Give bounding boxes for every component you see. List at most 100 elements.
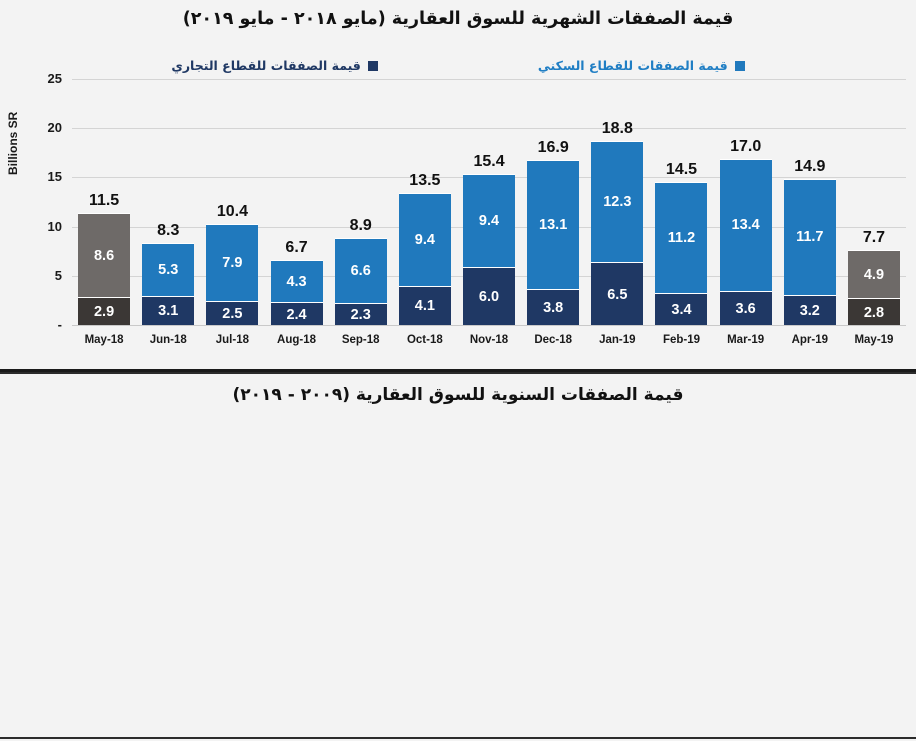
bar-slot[interactable]: 2.3 6.6 8.9	[329, 80, 393, 326]
bar-segment-commercial[interactable]: 2.8	[847, 298, 900, 326]
bar-segment-commercial[interactable]: 3.8	[527, 288, 580, 326]
legend-label-residential: قيمة الصفقات للقطاع السكني	[537, 58, 728, 73]
x-axis-tick-label: Sep-18	[341, 334, 380, 346]
x-axis-tick-label: May-19	[854, 334, 894, 346]
bar-segment-residential[interactable]: 8.6	[78, 212, 131, 298]
x-axis-tick-label: May-18	[84, 334, 124, 346]
bar-total-label: 8.3	[157, 222, 180, 240]
y-axis-tick-label: 15	[47, 169, 62, 185]
bar-segment-commercial[interactable]: 6.5	[591, 262, 644, 326]
bar-segment-residential[interactable]: 6.6	[334, 238, 387, 304]
monthly-chart-panel: قيمة الصفقات الشهرية للسوق العقارية (ماي…	[0, 0, 916, 372]
monthly-plot-area: 2.9 8.6 11.5 3.1 5.3 8.3 2.5 7.9 10.4 2.4 4.3 6.7 2.…	[72, 79, 906, 326]
stacked-bar[interactable]: 2.3 6.6	[334, 238, 387, 326]
x-axis-tick-label: Feb-19	[662, 334, 701, 346]
gridline	[72, 128, 906, 130]
bar-segment-commercial[interactable]: 2.5	[206, 301, 259, 326]
bar-segment-commercial[interactable]: 3.4	[655, 292, 708, 326]
bar-segment-residential[interactable]: 4.9	[847, 250, 900, 299]
bar-segment-residential[interactable]: 9.4	[398, 193, 451, 286]
bar-segment-residential[interactable]: 11.2	[655, 182, 708, 293]
bar-segment-residential[interactable]: 13.4	[719, 158, 772, 291]
stacked-bar[interactable]: 2.4 4.3	[270, 260, 323, 326]
stacked-bar[interactable]: 2.8 4.9	[847, 250, 900, 326]
bar-total-label: 10.4	[216, 202, 248, 220]
monthly-y-axis-title: Billions SR	[6, 111, 20, 175]
bar-slot[interactable]: 3.2 11.7 14.9	[778, 80, 842, 326]
stacked-bar[interactable]: 3.4 11.2	[655, 182, 708, 326]
bar-slot[interactable]: 4.1 9.4 13.5	[393, 80, 457, 326]
legend-item-commercial[interactable]: قيمة الصفقات للقطاع التجاري	[171, 58, 378, 73]
bar-segment-residential[interactable]: 11.7	[783, 179, 836, 295]
bar-total-label: 6.7	[285, 239, 308, 257]
x-axis-tick-label: Nov-18	[469, 334, 509, 346]
x-axis-tick-label: Mar-19	[727, 334, 765, 346]
x-axis-tick-label: Dec-18	[534, 334, 573, 346]
y-axis-tick-label: 10	[47, 218, 62, 234]
bar-slot[interactable]: 3.6 13.4 17.0	[714, 80, 778, 326]
bar-segment-residential[interactable]: 7.9	[206, 223, 259, 302]
bar-total-label: 15.4	[473, 153, 505, 171]
x-axis-tick-label: Aug-18	[277, 334, 317, 346]
annual-chart-panel: قيمة الصفقات السنوية للسوق العقارية (٢٠٠…	[0, 372, 916, 741]
bar-segment-residential[interactable]: 4.3	[270, 260, 323, 303]
legend-label-commercial: قيمة الصفقات للقطاع التجاري	[171, 58, 361, 73]
bar-segment-residential[interactable]: 13.1	[527, 159, 580, 289]
bar-slot[interactable]: 6.5 12.3 18.8	[585, 80, 649, 326]
bar-slot[interactable]: 2.8 4.9 7.7	[842, 80, 906, 326]
bar-segment-commercial[interactable]: 4.1	[398, 285, 451, 326]
bar-segment-residential[interactable]: 12.3	[591, 141, 644, 263]
bar-segment-residential[interactable]: 9.4	[463, 174, 516, 267]
bar-segment-commercial[interactable]: 2.9	[78, 297, 131, 326]
y-axis-tick-label: 25	[47, 71, 62, 86]
stacked-bar[interactable]: 2.9 8.6	[78, 212, 131, 326]
bar-slot[interactable]: 2.5 7.9 10.4	[200, 80, 264, 326]
stacked-bar[interactable]: 6.5 12.3	[591, 141, 644, 326]
x-axis-tick-label: Apr-19	[791, 334, 829, 346]
bar-segment-commercial[interactable]: 3.2	[783, 294, 836, 326]
monthly-chart-title: قيمة الصفقات الشهرية للسوق العقارية (ماي…	[182, 9, 734, 29]
stacked-bar[interactable]: 3.2 11.7	[783, 179, 836, 326]
legend-swatch-commercial-icon	[367, 60, 378, 71]
bar-total-label: 16.9	[537, 138, 569, 156]
bar-slot[interactable]: 3.4 11.2 14.5	[649, 80, 713, 326]
legend-swatch-residential-icon	[734, 60, 745, 71]
bar-segment-commercial[interactable]: 2.3	[334, 303, 387, 326]
bar-group: 2.9 8.6 11.5 3.1 5.3 8.3 2.5 7.9 10.4 2.4 4.3 6.7 2.…	[72, 80, 906, 326]
y-axis-tick-label: -	[57, 317, 62, 332]
bar-slot[interactable]: 6.0 9.4 15.4	[457, 80, 521, 326]
stacked-bar[interactable]: 3.1 5.3	[142, 243, 195, 326]
bar-total-label: 8.9	[349, 217, 372, 235]
bar-total-label: 17.0	[730, 137, 762, 155]
bar-segment-commercial[interactable]: 6.0	[463, 266, 516, 326]
bottom-rule	[0, 737, 916, 739]
x-axis-tick-label: Jan-19	[599, 334, 636, 346]
bar-segment-commercial[interactable]: 2.4	[270, 302, 323, 326]
gridline	[72, 79, 906, 80]
stacked-bar[interactable]: 6.0 9.4	[463, 174, 516, 326]
legend-item-residential[interactable]: قيمة الصفقات للقطاع السكني	[538, 58, 745, 73]
stacked-bar[interactable]: 3.8 13.1	[527, 159, 580, 326]
bar-total-label: 7.7	[862, 229, 886, 247]
stacked-bar[interactable]: 3.6 13.4	[719, 158, 772, 326]
axis-baseline	[72, 325, 906, 326]
bar-segment-commercial[interactable]: 3.1	[142, 295, 195, 326]
bar-segment-residential[interactable]: 5.3	[142, 243, 195, 296]
annual-chart-title: قيمة الصفقات السنوية للسوق العقارية (٢٠٠…	[232, 385, 684, 405]
x-axis-tick-label: Jul-18	[215, 334, 250, 346]
bar-slot[interactable]: 2.9 8.6 11.5	[72, 80, 136, 326]
stacked-bar[interactable]: 2.5 7.9	[206, 223, 259, 326]
y-axis-tick-label: 20	[47, 120, 62, 136]
bar-total-label: 14.5	[665, 161, 698, 179]
bar-segment-commercial[interactable]: 3.6	[719, 290, 772, 326]
x-axis-tick-label: Jun-18	[149, 334, 187, 346]
stacked-bar[interactable]: 4.1 9.4	[398, 193, 451, 326]
bar-total-label: 11.5	[88, 191, 120, 209]
bar-slot[interactable]: 2.4 4.3 6.7	[264, 80, 328, 326]
bar-slot[interactable]: 3.8 13.1 16.9	[521, 80, 585, 326]
monthly-chart-legend: قيمة الصفقات للقطاع السكني قيمة الصفقات …	[0, 58, 916, 73]
bar-total-label: 13.5	[409, 172, 441, 190]
bar-total-label: 14.9	[794, 158, 826, 176]
bar-slot[interactable]: 3.1 5.3 8.3	[136, 80, 200, 326]
